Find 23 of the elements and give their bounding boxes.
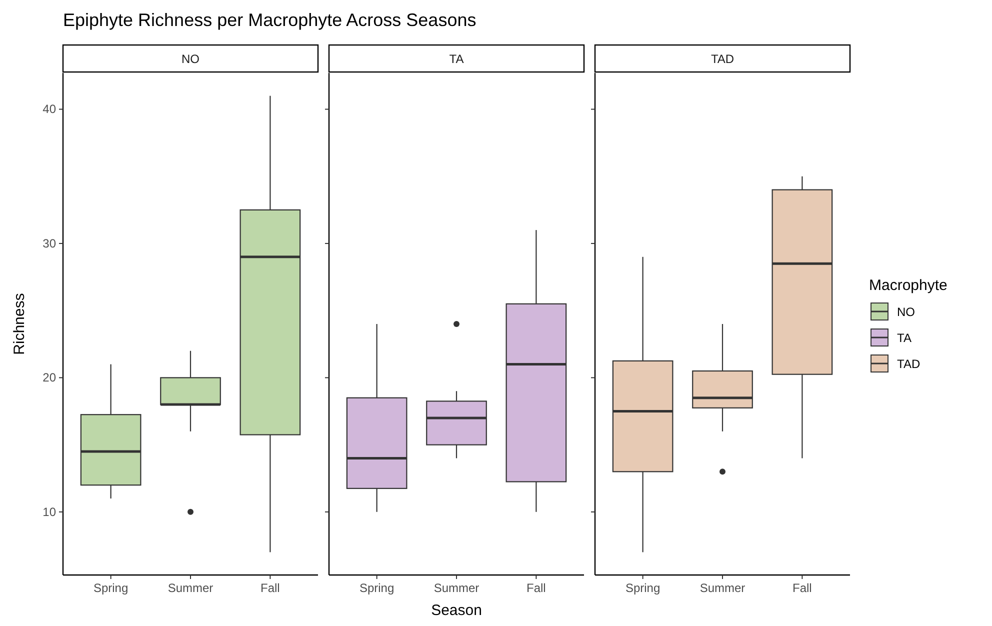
chart-subtitle: NO: [182, 52, 200, 66]
chart-subtitle: TAD: [710, 52, 734, 66]
x-tick-label: Summer: [434, 581, 480, 595]
x-tick-label: Spring: [625, 581, 660, 595]
x-axis-title: Season: [431, 602, 482, 619]
x-tick-label: Fall: [792, 581, 812, 595]
x-tick-label: Spring: [359, 581, 394, 595]
x-tick-label: Summer: [700, 581, 746, 595]
chart-subtitle: TA: [449, 52, 464, 66]
y-tick-label: 20: [42, 370, 56, 385]
y-tick-label: 10: [42, 504, 56, 519]
x-tick-label: Fall: [526, 581, 546, 595]
y-axis-title: Richness: [11, 293, 28, 355]
legend-title: Macrophyte: [869, 277, 948, 294]
legend-label: TAD: [897, 357, 920, 371]
legend-label: TA: [897, 331, 912, 345]
x-tick-label: Spring: [93, 581, 128, 595]
y-tick-label: 40: [42, 102, 56, 116]
x-tick-label: Summer: [168, 581, 214, 595]
legend-label: NO: [897, 305, 915, 319]
chart-title: Epiphyte Richness per Macrophyte Across Seasons: [63, 10, 476, 30]
x-tick-label: Fall: [260, 581, 280, 595]
y-tick-label: 30: [42, 236, 56, 250]
